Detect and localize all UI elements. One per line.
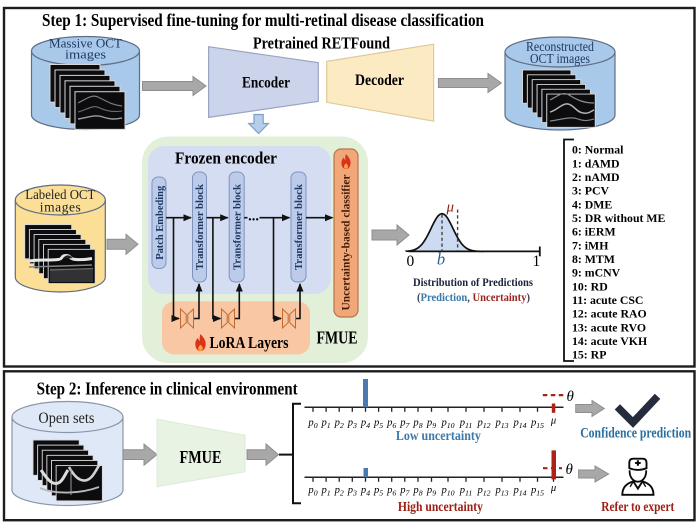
svg-text:p0: p0: [307, 485, 317, 497]
svg-text:(Prediction, Uncertainty): (Prediction, Uncertainty): [417, 292, 530, 304]
svg-text:11: acute CSC: 11: acute CSC: [572, 293, 643, 307]
svg-text:p13: p13: [494, 418, 508, 430]
svg-text:Distribution of Predictions: Distribution of Predictions: [413, 277, 533, 289]
svg-text:Decoder: Decoder: [355, 72, 404, 89]
svg-text:θ: θ: [567, 389, 575, 405]
svg-text:Reconstructed: Reconstructed: [526, 39, 594, 54]
svg-text:p6: p6: [386, 418, 396, 430]
svg-text:p5: p5: [373, 418, 383, 430]
svg-text:LoRA Layers: LoRA Layers: [210, 333, 289, 352]
svg-text:images: images: [65, 47, 106, 62]
svg-text:p2: p2: [334, 485, 344, 497]
svg-text:p8: p8: [412, 418, 422, 430]
svg-text:p1: p1: [320, 418, 330, 430]
svg-text:6: iERM: 6: iERM: [572, 225, 616, 239]
svg-text:4: DME: 4: DME: [572, 197, 612, 211]
svg-text:OCT images: OCT images: [530, 51, 590, 66]
svg-text:p14: p14: [512, 485, 526, 497]
svg-text:p5: p5: [373, 485, 383, 497]
svg-text:FMUE: FMUE: [180, 447, 222, 467]
svg-text:Confidence prediction: Confidence prediction: [580, 426, 691, 442]
svg-text:p12: p12: [476, 485, 490, 497]
svg-text:p4: p4: [360, 418, 370, 430]
svg-text:Open sets: Open sets: [38, 410, 94, 427]
svg-text:2: nAMD: 2: nAMD: [572, 170, 620, 184]
svg-text:p3: p3: [347, 418, 357, 430]
svg-text:images: images: [40, 200, 81, 215]
svg-text:5: DR without ME: 5: DR without ME: [572, 211, 666, 225]
svg-text:Labeled OCT: Labeled OCT: [25, 187, 96, 202]
svg-text:p4: p4: [360, 485, 370, 497]
svg-text:15: RP: 15: RP: [572, 348, 606, 362]
svg-text:Transformer block: Transformer block: [194, 183, 206, 270]
svg-text:10: RD: 10: RD: [572, 279, 608, 293]
svg-text:1: dAMD: 1: dAMD: [572, 156, 620, 170]
svg-text:p9: p9: [426, 485, 436, 497]
svg-text:Low uncertainty: Low uncertainty: [396, 429, 481, 444]
svg-text:Frozen encoder: Frozen encoder: [175, 149, 277, 168]
svg-text:μ: μ: [550, 416, 556, 427]
svg-text:p11: p11: [459, 418, 473, 430]
svg-text:Transformer block: Transformer block: [293, 183, 305, 270]
svg-text:p10: p10: [440, 418, 454, 430]
svg-text:Massive OCT: Massive OCT: [49, 36, 122, 51]
svg-text:p6: p6: [386, 485, 396, 497]
svg-text:High uncertainty: High uncertainty: [398, 500, 483, 515]
svg-text:Patch Embeding: Patch Embeding: [155, 185, 166, 260]
svg-text:p12: p12: [476, 418, 490, 430]
svg-text:3: PCV: 3: PCV: [572, 184, 610, 198]
svg-text:Step 1: Supervised fine-tuning: Step 1: Supervised fine-tuning for multi…: [42, 10, 484, 30]
svg-text:p14: p14: [512, 418, 526, 430]
svg-text:p13: p13: [494, 485, 508, 497]
svg-text:9: mCNV: 9: mCNV: [572, 266, 621, 280]
svg-text:7: iMH: 7: iMH: [572, 238, 608, 252]
svg-text:Encoder: Encoder: [242, 75, 290, 92]
svg-text:14: acute VKH: 14: acute VKH: [572, 334, 647, 348]
svg-text:0: Normal: 0: Normal: [572, 143, 624, 157]
svg-text:μ: μ: [446, 200, 455, 216]
svg-text:b: b: [437, 250, 445, 269]
svg-text:8: MTM: 8: MTM: [572, 252, 615, 266]
svg-text:μ: μ: [550, 483, 556, 494]
svg-text:p0: p0: [307, 418, 317, 430]
svg-text:1: 1: [533, 253, 541, 270]
svg-text:p2: p2: [334, 418, 344, 430]
svg-text:p15: p15: [530, 485, 544, 497]
svg-text:p15: p15: [530, 418, 544, 430]
svg-text:Transformer block: Transformer block: [231, 183, 243, 270]
svg-text:θ: θ: [566, 462, 574, 478]
svg-text:12: acute RAO: 12: acute RAO: [572, 307, 647, 321]
svg-text:Step 2: Inference in clinical: Step 2: Inference in clinical environmen…: [37, 379, 298, 399]
svg-text:p9: p9: [426, 418, 436, 430]
svg-text:p7: p7: [399, 485, 410, 497]
svg-text:p1: p1: [320, 485, 330, 497]
svg-text:FMUE: FMUE: [317, 328, 358, 348]
svg-text:p10: p10: [440, 485, 454, 497]
svg-text:13: acute RVO: 13: acute RVO: [572, 320, 646, 334]
svg-text:0: 0: [407, 253, 415, 270]
svg-text:p3: p3: [347, 485, 357, 497]
svg-text:p11: p11: [459, 485, 473, 497]
svg-text:p7: p7: [399, 418, 410, 430]
svg-text:Pretrained RETFound: Pretrained RETFound: [253, 34, 390, 53]
svg-text:Uncertainty-based classifier: Uncertainty-based classifier: [339, 174, 353, 311]
svg-text:...: ...: [248, 209, 259, 225]
svg-text:p8: p8: [412, 485, 422, 497]
svg-text:Refer to expert: Refer to expert: [601, 499, 674, 514]
